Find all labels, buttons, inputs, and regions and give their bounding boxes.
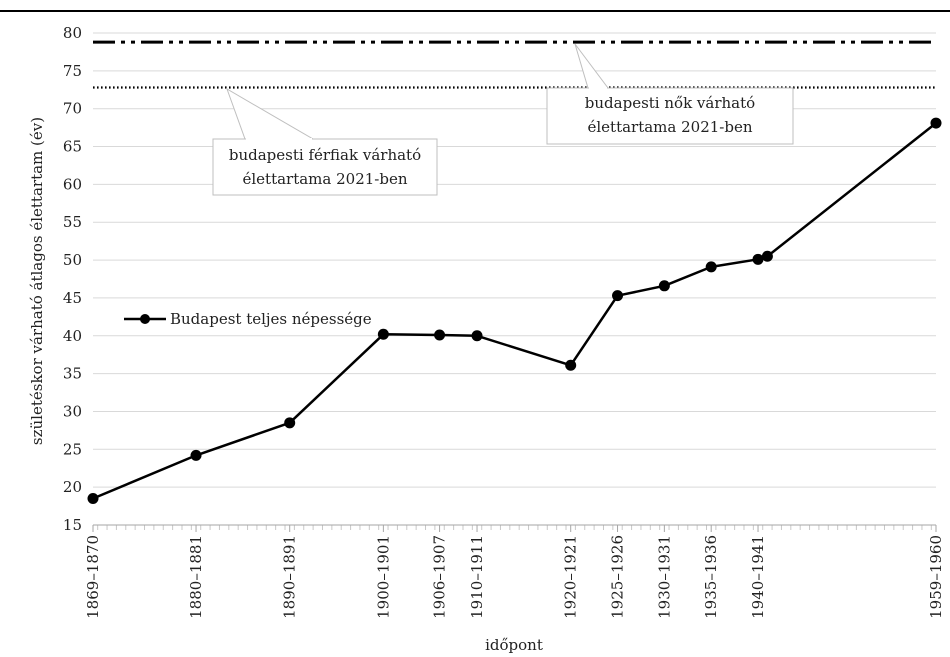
x-tick-label: 1925–1926 xyxy=(609,535,627,619)
callout-men-pointer xyxy=(226,87,315,140)
data-point xyxy=(377,328,389,340)
data-point xyxy=(761,250,773,262)
data-point xyxy=(190,449,202,461)
y-tick-label: 35 xyxy=(63,365,82,383)
data-point xyxy=(284,417,296,429)
data-point xyxy=(930,117,942,129)
y-tick-label: 65 xyxy=(63,138,82,156)
y-tick-label: 40 xyxy=(63,327,82,345)
data-point xyxy=(87,493,99,505)
y-tick-label: 15 xyxy=(63,516,82,534)
data-point xyxy=(471,330,483,342)
x-axis-ticks: 1869–1870 1880–1881 1890–1891 1900–1901 1906… xyxy=(84,525,945,619)
x-tick-label: 1959–1960 xyxy=(927,535,945,619)
x-axis-title: időpont xyxy=(485,636,543,654)
y-tick-label: 55 xyxy=(63,213,82,231)
legend-marker xyxy=(140,314,150,324)
y-tick-label: 30 xyxy=(63,402,82,420)
y-tick-label: 75 xyxy=(63,62,82,80)
x-tick-label: 1930–1931 xyxy=(655,535,673,619)
x-tick-label: 1890–1891 xyxy=(281,535,299,619)
callout-men-line2: élettartama 2021-ben xyxy=(242,170,407,188)
y-tick-label: 80 xyxy=(63,24,82,42)
reference-lines xyxy=(93,40,936,89)
data-point xyxy=(705,261,717,273)
x-axis-minor-ticks xyxy=(97,525,932,530)
callout-women-line2: élettartama 2021-ben xyxy=(587,118,752,136)
callout-women-pointer xyxy=(574,43,609,89)
callout-men-line1: budapesti férfiak várható xyxy=(229,146,421,164)
y-axis-ticks: 15 20 25 30 35 40 45 50 55 60 65 70 75 80 xyxy=(63,24,82,534)
y-tick-label: 50 xyxy=(63,251,82,269)
callout-men: budapesti férfiak várható élettartama 20… xyxy=(212,87,438,196)
x-tick-label: 1880–1881 xyxy=(187,535,205,619)
callout-men-box xyxy=(212,138,438,196)
y-axis-title: születéskor várható átlagos élettartam (… xyxy=(28,117,46,445)
gridlines xyxy=(93,32,936,488)
x-tick-label: 1940–1941 xyxy=(749,535,767,619)
callout-women-line1: budapesti nők várható xyxy=(585,94,755,112)
x-tick-label: 1920–1921 xyxy=(562,535,580,619)
x-tick-label: 1935–1936 xyxy=(702,535,720,619)
x-tick-label: 1869–1870 xyxy=(84,535,102,619)
data-point xyxy=(565,359,577,371)
callout-women-box xyxy=(546,87,794,145)
y-tick-label: 60 xyxy=(63,175,82,193)
y-tick-label: 45 xyxy=(63,289,82,307)
x-tick-label: 1900–1901 xyxy=(374,535,392,619)
callout-women: budapesti nők várható élettartama 2021-b… xyxy=(546,43,794,145)
x-tick-label: 1910–1911 xyxy=(468,535,486,619)
x-tick-label: 1906–1907 xyxy=(431,535,449,619)
data-point xyxy=(752,253,764,265)
legend-label: Budapest teljes népessége xyxy=(170,310,372,328)
series-budapest xyxy=(87,117,942,505)
data-point xyxy=(434,329,446,341)
y-tick-label: 70 xyxy=(63,100,82,118)
y-tick-label: 20 xyxy=(63,478,82,496)
legend: Budapest teljes népessége xyxy=(124,310,372,328)
y-tick-label: 25 xyxy=(63,440,82,458)
data-point xyxy=(658,280,670,292)
data-point xyxy=(612,290,624,302)
